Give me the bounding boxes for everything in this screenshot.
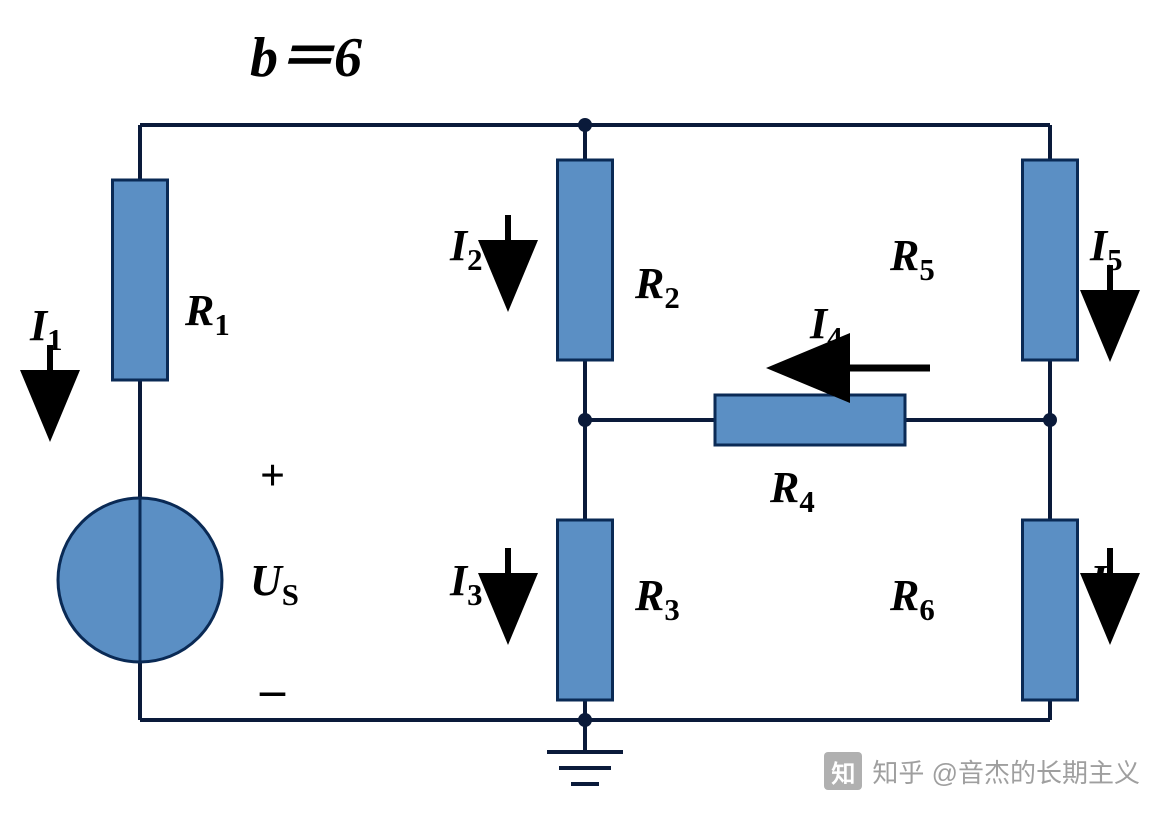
current-label: I5 <box>1090 220 1123 278</box>
polarity-plus: + <box>260 450 285 501</box>
watermark: 知 知乎 @音杰的长期主义 <box>824 752 1140 790</box>
resistor-label: R6 <box>890 570 935 628</box>
resistor-label: R2 <box>635 258 680 316</box>
current-label: I3 <box>450 555 483 613</box>
watermark-text: 知乎 @音杰的长期主义 <box>872 753 1140 790</box>
resistor-label: R3 <box>635 570 680 628</box>
polarity-minus: – <box>260 660 285 718</box>
source-label: US <box>250 555 299 613</box>
current-label: I1 <box>30 300 63 358</box>
circuit-diagram <box>0 0 1160 818</box>
resistor-label: R1 <box>185 285 230 343</box>
resistor-label: R5 <box>890 230 935 288</box>
diagram-title: b＝6 <box>250 12 362 93</box>
current-label: I2 <box>450 220 483 278</box>
resistor-label: R4 <box>770 462 815 520</box>
zhihu-logo-icon: 知 <box>824 752 862 790</box>
current-label: I6 <box>1090 555 1123 613</box>
current-label: I4 <box>810 298 843 356</box>
